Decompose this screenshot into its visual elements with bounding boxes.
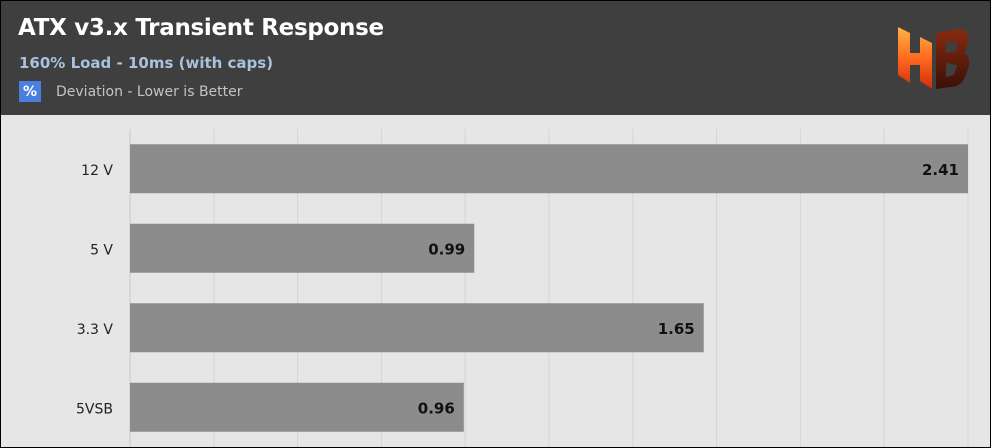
bar-value-label: 1.65 [658, 320, 695, 338]
category-tick-label: 5 V [90, 242, 113, 258]
chart-header: ATX v3.x Transient Response 160% Load - … [1, 1, 990, 115]
category-tick-label: 3.3 V [77, 322, 114, 338]
hb-logo-icon [898, 27, 970, 89]
legend-percent-icon: % [19, 81, 41, 102]
chart-title: ATX v3.x Transient Response [18, 15, 384, 41]
legend-label: Deviation - Lower is Better [56, 83, 243, 100]
bar-value-label: 0.96 [418, 399, 455, 417]
bar [130, 223, 475, 273]
chart-subtitle: 160% Load - 10ms (with caps) [19, 54, 274, 72]
bar [130, 303, 704, 353]
category-tick-label: 5VSB [76, 401, 113, 417]
bar-value-label: 0.99 [428, 240, 465, 258]
chart-legend: % Deviation - Lower is Better [19, 81, 243, 102]
bar-value-label: 2.41 [922, 161, 959, 179]
category-tick-label: 12 V [81, 163, 113, 179]
bar [130, 144, 968, 194]
bar [130, 382, 464, 432]
bar-chart-plot: 2.41 12 V 0.99 5 V 1.65 3.3 V 0.96 5VSB [76, 129, 969, 447]
brand-logo [894, 23, 974, 98]
